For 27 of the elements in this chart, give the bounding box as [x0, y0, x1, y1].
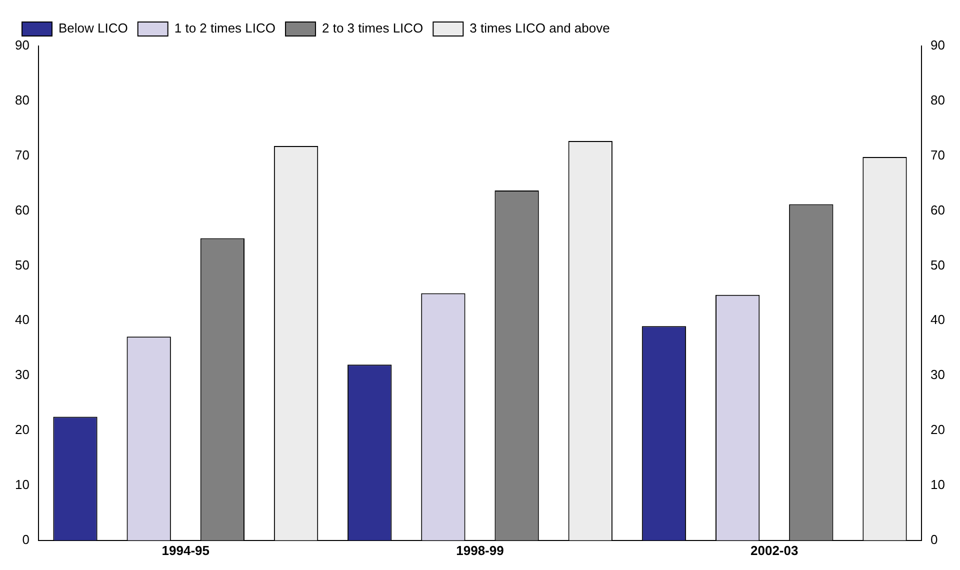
y2-tick-label: 30 [930, 367, 946, 382]
y-tick-label: 60 [14, 202, 30, 218]
x-tick-label: 1994-95 [162, 542, 210, 558]
legend-label: 2 to 3 times LICO [322, 20, 424, 36]
legend-label: 1 to 2 times LICO [174, 20, 276, 36]
y2-tick-label: 40 [930, 312, 946, 328]
legend-label: Below LICO [58, 20, 128, 36]
legend-label: 3 times LICO and above [470, 20, 610, 36]
y2-tick-label: 70 [930, 147, 946, 162]
y2-tick-label: 20 [930, 422, 946, 438]
y-tick-label: 40 [14, 312, 30, 328]
y-tick-label: 80 [14, 92, 30, 108]
y2-tick-label: 10 [930, 477, 946, 492]
y2-tick-label: 80 [930, 92, 946, 108]
y-tick-label: 0 [22, 532, 30, 547]
x-tick-label: 2002-03 [750, 542, 798, 558]
y2-tick-label: 0 [930, 532, 938, 547]
y-tick-label: 90 [14, 38, 30, 53]
y-tick-label: 30 [14, 367, 30, 382]
y2-tick-label: 50 [930, 257, 946, 272]
y-tick-label: 10 [14, 477, 30, 492]
y2-tick-label: 60 [930, 202, 946, 218]
x-tick-label: 1998-99 [456, 542, 504, 558]
y-tick-label: 70 [14, 147, 30, 162]
y2-tick-label: 90 [930, 38, 946, 53]
y-tick-label: 50 [14, 257, 30, 272]
y-tick-label: 20 [14, 422, 30, 438]
